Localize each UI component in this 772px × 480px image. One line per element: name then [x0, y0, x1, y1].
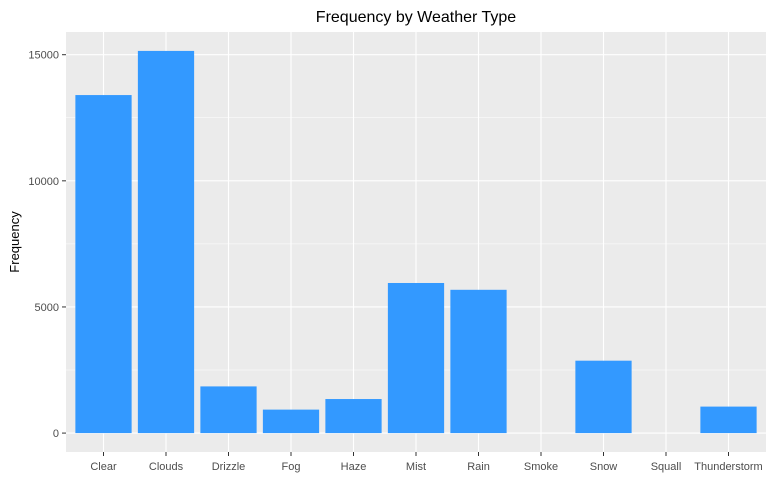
x-tick-label-smoke: Smoke	[524, 461, 558, 473]
x-tick-label-thunderstorm: Thunderstorm	[694, 461, 762, 473]
y-tick-label: 0	[53, 428, 59, 440]
bar-rain	[450, 289, 507, 434]
y-axis-title: Frequency	[7, 211, 22, 273]
x-tick-label-haze: Haze	[341, 461, 367, 473]
chart-title: Frequency by Weather Type	[316, 9, 517, 26]
x-axis: Clear Clouds Drizzle Fog Haze Mist Rain Smoke Sn…	[90, 452, 763, 473]
bar-fog	[262, 409, 320, 434]
x-tick-label-squall: Squall	[651, 461, 682, 473]
y-tick-label: 5000	[35, 302, 59, 314]
bar-drizzle	[200, 386, 257, 434]
x-tick-label-rain: Rain	[467, 461, 490, 473]
bar-mist	[387, 282, 445, 434]
x-tick-label-snow: Snow	[590, 461, 618, 473]
bar-thunderstorm	[700, 406, 757, 434]
y-axis: 0 5000 10000 15000	[28, 50, 66, 440]
bars-layer	[75, 50, 757, 434]
bar-clear	[75, 95, 132, 434]
bar-snow	[575, 360, 632, 434]
x-tick-label-fog: Fog	[282, 461, 301, 473]
x-tick-label-clouds: Clouds	[149, 461, 184, 473]
y-tick-label: 10000	[28, 176, 59, 188]
bar-haze	[325, 399, 382, 434]
y-tick-label: 15000	[28, 50, 59, 62]
x-tick-label-mist: Mist	[406, 461, 426, 473]
x-tick-label-clear: Clear	[90, 461, 117, 473]
bar-clouds	[137, 50, 195, 434]
x-tick-label-drizzle: Drizzle	[212, 461, 246, 473]
